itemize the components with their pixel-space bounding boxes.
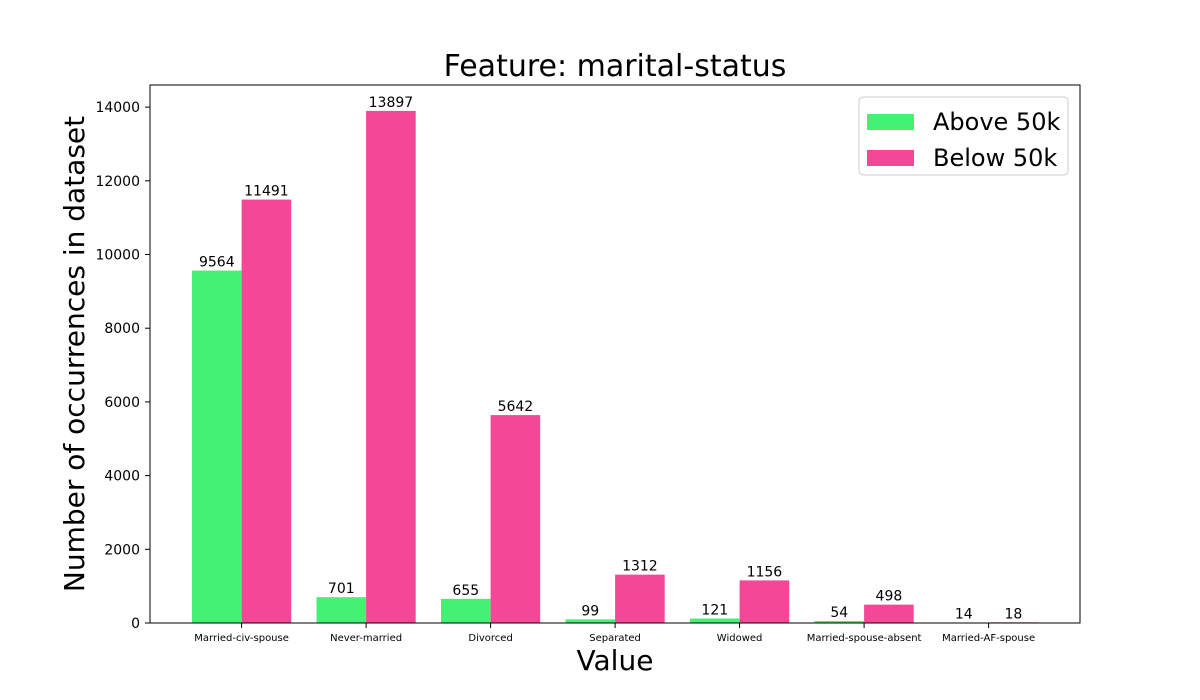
bar-above-50k-married-spouse-absent xyxy=(814,621,865,623)
bar-above-50k-never-married xyxy=(316,597,367,623)
x-tick-label: Married-civ-spouse xyxy=(194,633,289,644)
bar-value-label: 9564 xyxy=(199,255,235,271)
y-tick-label: 4000 xyxy=(104,469,140,485)
bar-value-label: 54 xyxy=(830,605,848,621)
bar-value-label: 701 xyxy=(328,581,355,597)
chart-title: Feature: marital-status xyxy=(444,49,787,84)
x-tick-label: Widowed xyxy=(717,633,763,644)
y-axis-label: Number of occurrences in dataset xyxy=(58,116,91,592)
y-axis: 0 2000 4000 6000 8000 10000 12000 14000 xyxy=(95,100,150,632)
plot-area: 9564 11491 701 13897 655 5642 99 1312 121 1156 54 4… xyxy=(149,84,1081,624)
x-tick-label: Never-married xyxy=(330,633,402,644)
bar-below-50k-separated xyxy=(615,574,665,623)
legend-swatch-above-50k xyxy=(867,114,914,130)
legend-label-above-50k: Above 50k xyxy=(933,108,1060,136)
x-axis: Married-civ-spouse Never-married Divorced S… xyxy=(194,623,1035,644)
bar-value-label: 5642 xyxy=(498,399,534,415)
x-tick-label: Married-AF-spouse xyxy=(942,633,1035,644)
bar-value-label: 655 xyxy=(452,583,479,599)
bar-above-50k-married-civ-spouse xyxy=(192,270,242,623)
legend: Above 50k Below 50k xyxy=(858,96,1069,176)
y-tick-label: 0 xyxy=(131,616,140,632)
legend-label-below-50k: Below 50k xyxy=(933,144,1057,172)
bar-value-label: 13897 xyxy=(369,95,414,111)
y-tick-label: 14000 xyxy=(95,100,140,116)
y-tick-label: 6000 xyxy=(104,395,140,411)
bar-below-50k-married-civ-spouse xyxy=(241,199,292,623)
bar-above-50k-divorced xyxy=(441,598,491,623)
y-tick-label: 10000 xyxy=(95,248,140,264)
bar-value-label: 99 xyxy=(581,603,599,619)
bar-value-label: 11491 xyxy=(244,184,289,200)
bar-below-50k-widowed xyxy=(739,580,790,623)
y-tick-label: 8000 xyxy=(104,321,140,337)
y-tick-label: 12000 xyxy=(95,174,140,190)
legend-swatch-below-50k xyxy=(867,150,914,166)
bar-value-label: 1312 xyxy=(622,559,658,575)
bar-above-50k-widowed xyxy=(690,618,740,623)
bar-below-50k-divorced xyxy=(490,415,541,623)
bar-below-50k-never-married xyxy=(366,110,416,623)
x-axis-label: Value xyxy=(577,644,654,677)
y-tick-label: 2000 xyxy=(104,542,140,558)
bar-value-label: 121 xyxy=(701,603,728,619)
bar-value-label: 18 xyxy=(1004,606,1022,622)
x-tick-label: Married-spouse-absent xyxy=(807,633,922,644)
bar-above-50k-separated xyxy=(565,619,616,623)
bar-value-label: 14 xyxy=(955,606,973,622)
bar-below-50k-married-spouse-absent xyxy=(864,604,914,623)
bar-value-label: 1156 xyxy=(747,564,783,580)
bar-value-label: 498 xyxy=(876,589,903,605)
x-tick-label: Separated xyxy=(589,633,641,644)
x-tick-label: Divorced xyxy=(468,633,512,644)
